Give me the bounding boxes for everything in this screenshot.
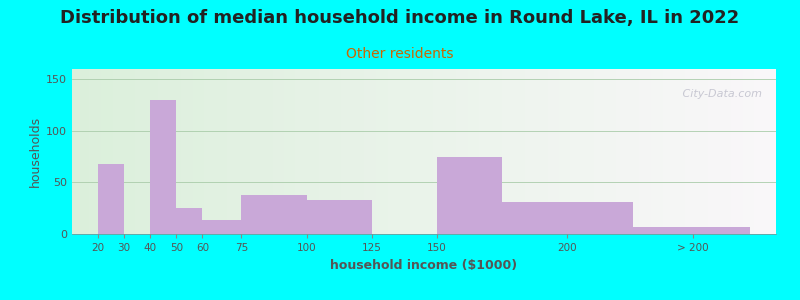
Bar: [633, 227, 750, 234]
Bar: [437, 157, 502, 234]
Bar: [306, 200, 372, 234]
Text: City-Data.com: City-Data.com: [679, 89, 762, 99]
Text: Other residents: Other residents: [346, 46, 454, 61]
Bar: [502, 202, 633, 234]
X-axis label: household income ($1000): household income ($1000): [330, 259, 518, 272]
Y-axis label: households: households: [29, 116, 42, 187]
Bar: [242, 195, 306, 234]
Bar: [202, 220, 242, 234]
Bar: [150, 100, 176, 234]
Bar: [176, 208, 202, 234]
Bar: [98, 164, 124, 234]
Text: Distribution of median household income in Round Lake, IL in 2022: Distribution of median household income …: [60, 9, 740, 27]
